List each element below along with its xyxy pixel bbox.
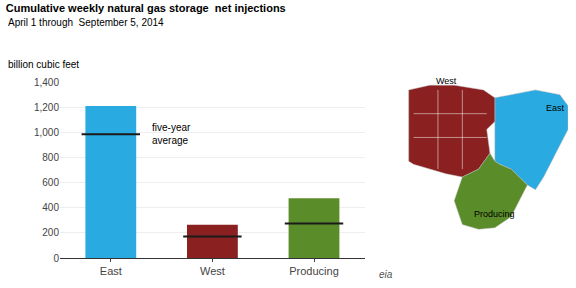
- svg-text:600: 600: [42, 177, 59, 188]
- svg-text:0: 0: [53, 253, 59, 264]
- svg-text:800: 800: [42, 152, 59, 163]
- svg-text:1,400: 1,400: [34, 77, 59, 88]
- svg-text:West: West: [436, 76, 457, 86]
- svg-text:1,000: 1,000: [34, 127, 59, 138]
- svg-text:Cumulative weekly natural gas: Cumulative weekly natural gas storage ne…: [6, 2, 286, 14]
- svg-text:1,200: 1,200: [34, 102, 59, 113]
- svg-text:West: West: [200, 265, 225, 277]
- svg-text:Producing: Producing: [474, 209, 515, 219]
- svg-text:Producing: Producing: [289, 265, 339, 277]
- svg-text:400: 400: [42, 202, 59, 213]
- svg-text:East: East: [100, 265, 122, 277]
- svg-text:April 1 through September 5,: April 1 through September 5, 2014: [8, 17, 164, 28]
- svg-text:eia: eia: [379, 269, 393, 280]
- svg-text:200: 200: [42, 227, 59, 238]
- svg-text:billion cubic feet: billion cubic feet: [8, 59, 79, 70]
- svg-text:five-yearaverage: five-yearaverage: [152, 122, 191, 146]
- svg-text:East: East: [546, 103, 565, 113]
